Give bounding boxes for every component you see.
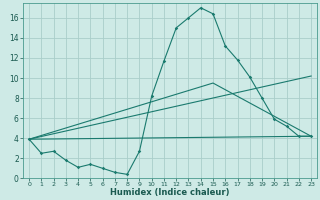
X-axis label: Humidex (Indice chaleur): Humidex (Indice chaleur) [110,188,230,197]
